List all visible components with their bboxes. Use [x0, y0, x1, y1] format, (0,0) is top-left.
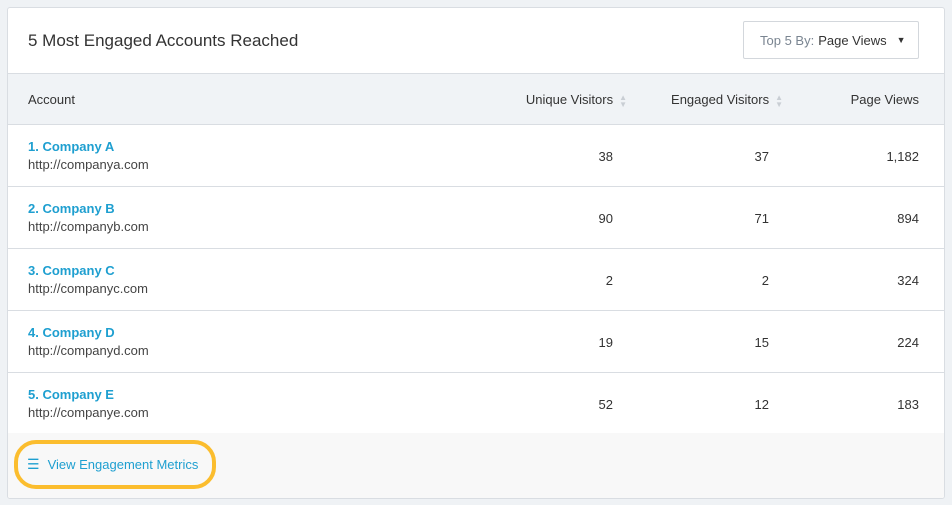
engaged-visitors-value: 15: [754, 335, 769, 350]
card-footer: ☰ View Engagement Metrics: [8, 433, 944, 498]
column-account: Account: [28, 92, 75, 107]
caret-down-icon: ▼: [896, 35, 906, 45]
link-label: View Engagement Metrics: [47, 457, 199, 472]
account-name-link[interactable]: 1. Company A: [28, 139, 115, 154]
unique-visitors-value: 52: [598, 397, 613, 412]
table-row: 3. Company C http://companyc.com 2 2 324: [8, 249, 944, 311]
unique-visitors-value: 38: [598, 149, 613, 164]
account-url: http://companyc.com: [28, 281, 148, 296]
unique-visitors-value: 19: [598, 335, 613, 350]
account-url: http://companye.com: [28, 405, 149, 420]
table-row: 5. Company E http://companye.com 52 12 1…: [8, 373, 944, 435]
unique-visitors-value: 90: [598, 211, 613, 226]
account-url: http://companyd.com: [28, 343, 149, 358]
page-views-value: 324: [897, 273, 919, 288]
page-views-value: 183: [897, 397, 919, 412]
account-name-link[interactable]: 5. Company E: [28, 387, 114, 402]
table-header: Account Unique Visitors ▲ ▼ Engaged Visito…: [8, 74, 944, 125]
column-label: Unique Visitors: [525, 92, 614, 107]
page-views-value: 1,182: [886, 149, 919, 164]
engaged-accounts-card: 5 Most Engaged Accounts Reached Top 5 By…: [7, 7, 945, 499]
column-unique-visitors[interactable]: Unique Visitors ▲ ▼: [526, 92, 627, 108]
column-page-views: Page Views: [850, 92, 919, 107]
dropdown-prefix: Top 5 By:: [760, 32, 815, 48]
table-row: 4. Company D http://companyd.com 19 15 2…: [8, 311, 944, 373]
engaged-visitors-value: 12: [754, 397, 769, 412]
unique-visitors-value: 2: [605, 273, 613, 288]
account-name-link[interactable]: 2. Company B: [28, 201, 115, 216]
sort-icon[interactable]: ▲ ▼: [775, 92, 783, 109]
engaged-visitors-value: 37: [754, 149, 769, 164]
dropdown-value: Page Views: [818, 32, 887, 48]
card-header: 5 Most Engaged Accounts Reached Top 5 By…: [8, 8, 944, 74]
account-url: http://companyb.com: [28, 219, 149, 234]
account-name-link[interactable]: 3. Company C: [28, 263, 115, 278]
engaged-visitors-value: 71: [754, 211, 769, 226]
card-title: 5 Most Engaged Accounts Reached: [28, 31, 299, 50]
page-views-value: 894: [897, 211, 919, 226]
account-name-link[interactable]: 4. Company D: [28, 325, 115, 340]
view-engagement-metrics-link[interactable]: ☰ View Engagement Metrics: [14, 440, 217, 489]
column-engaged-visitors[interactable]: Engaged Visitors ▲ ▼: [671, 92, 783, 108]
page-views-value: 224: [897, 335, 919, 350]
list-icon: ☰: [27, 456, 40, 472]
column-label: Engaged Visitors: [671, 92, 770, 107]
engaged-visitors-value: 2: [761, 273, 769, 288]
sort-icon[interactable]: ▲ ▼: [619, 92, 627, 109]
top-by-dropdown[interactable]: Top 5 By: Page Views ▼: [743, 21, 919, 59]
table-row: 2. Company B http://companyb.com 90 71 8…: [8, 187, 944, 249]
table-row: 1. Company A http://companya.com 38 37 1…: [8, 125, 944, 187]
account-url: http://companya.com: [28, 157, 149, 172]
